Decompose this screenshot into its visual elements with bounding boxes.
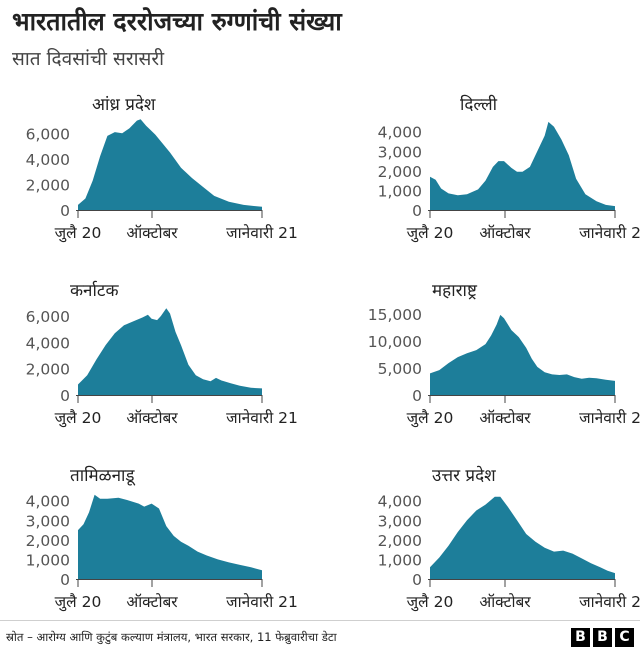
y-tick-label: 6,000	[26, 125, 70, 143]
x-tick-label: जुलै 20	[55, 593, 102, 612]
x-tick-label: जानेवारी 21	[226, 224, 298, 242]
y-tick-label: 4,000	[378, 124, 422, 142]
area-series	[430, 121, 615, 210]
x-tick-label: जानेवारी 21	[226, 593, 298, 611]
x-tick-label: जुलै 20	[55, 224, 102, 243]
x-tick-label: जानेवारी 21	[579, 409, 640, 427]
page-title: भारतातील दररोजच्या रुग्णांची संख्या	[12, 7, 342, 36]
page-subtitle: सात दिवसांची सरासरी	[12, 48, 165, 70]
bbc-logo-letter: B	[593, 628, 612, 647]
chart-title: आंध्र प्रदेश	[92, 94, 156, 115]
source-note: स्रोत – आरोग्य आणि कुटुंब कल्याण मंत्राल…	[6, 630, 337, 644]
area-series	[78, 494, 262, 579]
x-tick-label: ऑक्टोबर	[479, 409, 531, 427]
y-tick-label: 4,000	[26, 151, 70, 169]
x-tick-label: ऑक्टोबर	[126, 224, 178, 242]
y-tick-label: 0	[60, 571, 70, 589]
source-divider	[0, 620, 640, 621]
y-tick-label: 0	[412, 387, 422, 405]
y-tick-label: 3,000	[378, 143, 422, 161]
y-tick-label: 1,000	[26, 551, 70, 569]
chart-title: तामिळनाडू	[70, 465, 136, 486]
y-tick-label: 2,000	[378, 532, 422, 550]
y-tick-label: 5,000	[378, 360, 422, 378]
x-tick-label: ऑक्टोबर	[126, 593, 178, 611]
y-tick-label: 2,000	[26, 361, 70, 379]
area-series	[430, 314, 615, 395]
bbc-logo: B B C	[571, 628, 634, 647]
area-series	[78, 308, 262, 395]
y-tick-label: 3,000	[378, 512, 422, 530]
x-tick-label: ऑक्टोबर	[126, 409, 178, 427]
bbc-logo-letter: B	[571, 628, 590, 647]
x-tick-label: जुलै 20	[407, 224, 454, 243]
x-tick-label: ऑक्टोबर	[479, 593, 531, 611]
area-series	[78, 119, 262, 210]
chart-title: उत्तर प्रदेश	[432, 465, 496, 486]
y-tick-label: 4,000	[26, 334, 70, 352]
y-tick-label: 0	[412, 202, 422, 220]
x-tick-label: जानेवारी 21	[579, 593, 640, 611]
y-tick-label: 10,000	[368, 333, 422, 351]
bbc-logo-letter: C	[615, 628, 634, 647]
x-tick-label: जानेवारी 21	[226, 409, 298, 427]
y-tick-label: 3,000	[26, 512, 70, 530]
y-tick-label: 0	[60, 202, 70, 220]
y-tick-label: 1,000	[378, 182, 422, 200]
y-tick-label: 2,000	[378, 163, 422, 181]
area-series	[430, 496, 615, 579]
y-tick-label: 2,000	[26, 532, 70, 550]
y-tick-label: 1,000	[378, 551, 422, 569]
chart-title: महाराष्ट्र	[432, 281, 478, 301]
chart-title: दिल्ली	[460, 94, 498, 115]
chart-title: कर्नाटक	[70, 280, 119, 301]
y-tick-label: 4,000	[26, 493, 70, 511]
x-tick-label: जुलै 20	[407, 409, 454, 428]
y-tick-label: 4,000	[378, 493, 422, 511]
x-tick-label: जानेवारी 21	[579, 224, 640, 242]
x-tick-label: जुलै 20	[407, 593, 454, 612]
y-tick-label: 6,000	[26, 308, 70, 326]
x-tick-label: जुलै 20	[55, 409, 102, 428]
y-tick-label: 0	[412, 571, 422, 589]
y-tick-label: 15,000	[368, 306, 422, 324]
y-tick-label: 0	[60, 387, 70, 405]
x-tick-label: ऑक्टोबर	[479, 224, 531, 242]
y-tick-label: 2,000	[26, 176, 70, 194]
